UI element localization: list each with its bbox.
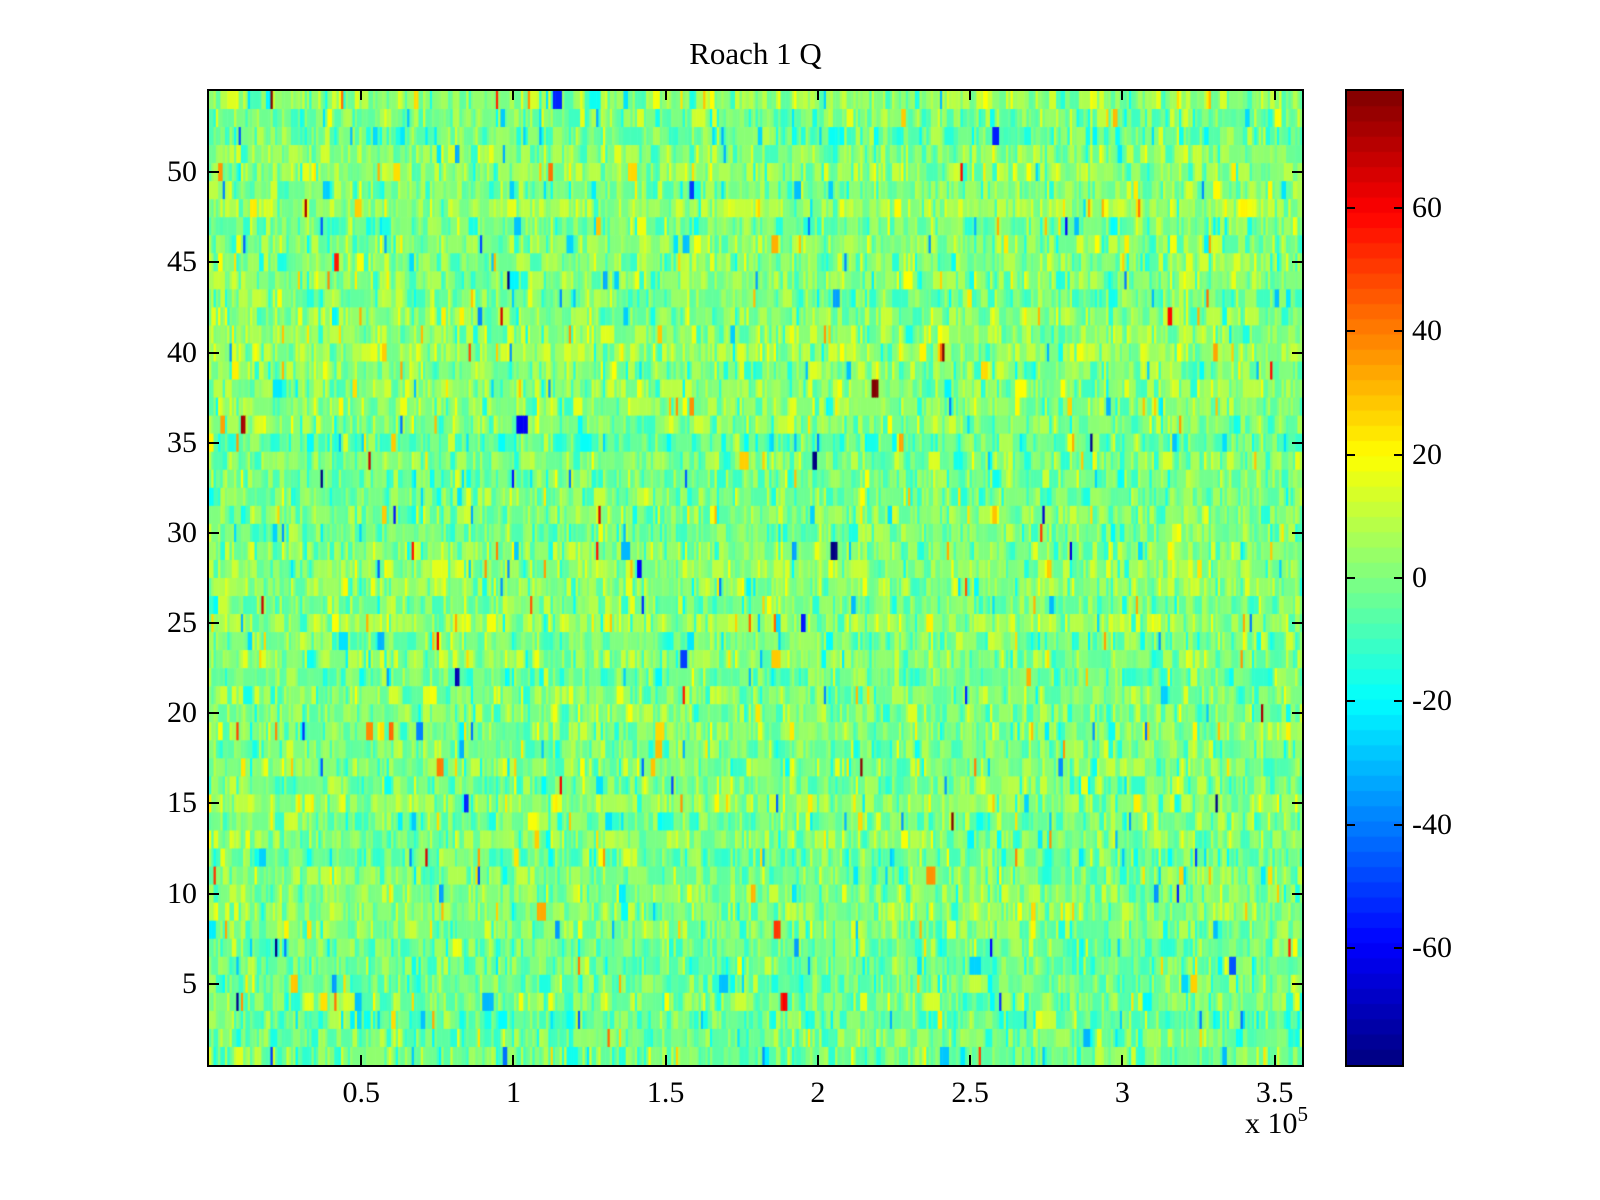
heatmap-canvas bbox=[209, 91, 1302, 1065]
x-tick-bottom bbox=[360, 1055, 363, 1065]
y-tick-left bbox=[209, 171, 219, 174]
x-tick-bottom bbox=[1273, 1055, 1276, 1065]
y-tick-label: 20 bbox=[167, 696, 197, 730]
y-tick-left bbox=[209, 441, 219, 444]
x-tick-bottom bbox=[1121, 1055, 1124, 1065]
colorbar-tick-right bbox=[1394, 330, 1402, 333]
x-axis-exponent-label: x 105 bbox=[1150, 1102, 1308, 1143]
colorbar-canvas bbox=[1347, 91, 1402, 1065]
y-tick-right bbox=[1292, 261, 1302, 264]
x-tick-top bbox=[1121, 91, 1124, 100]
y-tick-label: 45 bbox=[167, 245, 197, 279]
y-tick-label: 30 bbox=[167, 515, 197, 549]
chart-title: Roach 1 Q bbox=[689, 36, 822, 71]
colorbar-tick-label: -20 bbox=[1412, 684, 1452, 718]
x-axis-exponent-power: 5 bbox=[1297, 1102, 1309, 1126]
colorbar-tick-left bbox=[1347, 330, 1355, 333]
x-tick-top bbox=[360, 91, 363, 100]
colorbar-tick-right bbox=[1394, 453, 1402, 456]
y-tick-label: 50 bbox=[167, 155, 197, 189]
y-tick-right bbox=[1292, 982, 1302, 985]
y-tick-right bbox=[1292, 171, 1302, 174]
y-tick-label: 40 bbox=[167, 335, 197, 369]
y-tick-right bbox=[1292, 351, 1302, 354]
y-tick-label: 15 bbox=[167, 786, 197, 820]
y-tick-label: 5 bbox=[182, 966, 197, 1000]
x-tick-label: 3.5 bbox=[1255, 1076, 1294, 1109]
y-tick-left bbox=[209, 982, 219, 985]
colorbar-tick-right bbox=[1394, 577, 1402, 579]
colorbar-tick-left bbox=[1347, 700, 1355, 703]
y-tick-left bbox=[209, 531, 219, 534]
x-tick-top bbox=[816, 91, 819, 100]
x-tick-label: 3 bbox=[1114, 1076, 1130, 1109]
y-tick-label: 25 bbox=[167, 606, 197, 640]
colorbar-tick-right bbox=[1394, 946, 1402, 949]
colorbar-tick-label: 40 bbox=[1412, 314, 1442, 348]
colorbar-tick-label: 20 bbox=[1412, 437, 1442, 471]
y-tick-right bbox=[1292, 531, 1302, 534]
colorbar-tick-right bbox=[1394, 207, 1402, 210]
x-tick-top bbox=[969, 91, 972, 100]
y-tick-left bbox=[209, 351, 219, 354]
y-tick-right bbox=[1292, 622, 1302, 625]
colorbar-tick-left bbox=[1347, 207, 1355, 210]
y-tick-right bbox=[1292, 892, 1302, 895]
colorbar-tick-label: -40 bbox=[1412, 807, 1452, 841]
y-tick-label: 35 bbox=[167, 425, 197, 459]
x-tick-bottom bbox=[664, 1055, 667, 1065]
y-tick-left bbox=[209, 261, 219, 264]
y-tick-left bbox=[209, 892, 219, 895]
x-tick-top bbox=[664, 91, 667, 100]
x-tick-label: 2 bbox=[810, 1076, 826, 1109]
x-tick-top bbox=[1273, 91, 1276, 100]
x-axis-exponent-base: x 10 bbox=[1245, 1107, 1298, 1140]
x-tick-bottom bbox=[969, 1055, 972, 1065]
y-tick-label: 10 bbox=[167, 876, 197, 910]
colorbar-tick-left bbox=[1347, 577, 1355, 579]
colorbar-tick-left bbox=[1347, 823, 1355, 826]
y-tick-left bbox=[209, 712, 219, 715]
y-tick-right bbox=[1292, 802, 1302, 805]
colorbar-tick-left bbox=[1347, 946, 1355, 949]
plot-area bbox=[207, 89, 1304, 1067]
y-tick-left bbox=[209, 622, 219, 625]
x-tick-top bbox=[512, 91, 515, 100]
colorbar-tick-label: -60 bbox=[1412, 930, 1452, 964]
y-tick-left bbox=[209, 802, 219, 805]
x-tick-label: 2.5 bbox=[951, 1076, 989, 1109]
y-tick-right bbox=[1292, 441, 1302, 444]
x-tick-label: 0.5 bbox=[342, 1076, 380, 1109]
colorbar-tick-label: 60 bbox=[1412, 191, 1442, 225]
x-tick-label: 1 bbox=[505, 1076, 521, 1109]
x-tick-bottom bbox=[816, 1055, 819, 1065]
colorbar-tick-right bbox=[1394, 823, 1402, 826]
y-tick-right bbox=[1292, 712, 1302, 715]
colorbar-tick-right bbox=[1394, 700, 1402, 703]
colorbar-tick-label: 0 bbox=[1412, 561, 1427, 594]
x-tick-label: 1.5 bbox=[646, 1076, 685, 1109]
colorbar-tick-left bbox=[1347, 453, 1355, 456]
x-tick-bottom bbox=[512, 1055, 515, 1065]
